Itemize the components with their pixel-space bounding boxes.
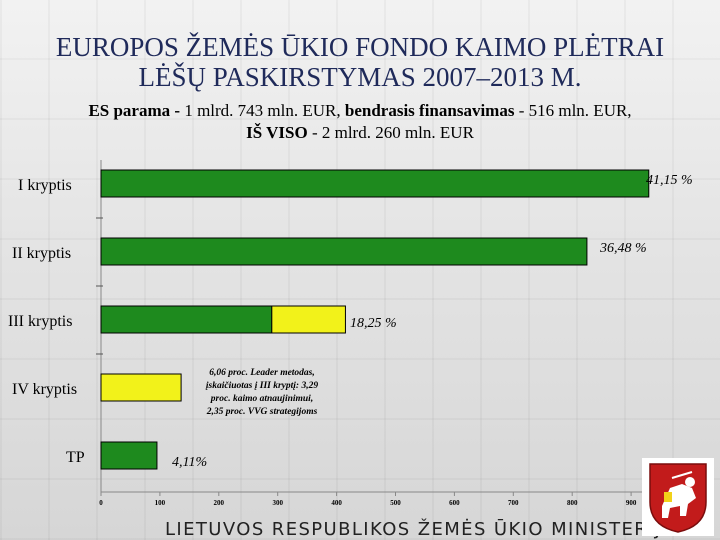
x-tick-label: 500 — [390, 499, 401, 507]
ministry-footer: LIETUVOS RESPUBLIKOS ŽEMĖS ŪKIO MINISTER… — [165, 519, 676, 540]
title-line-2: LĖŠŲ PASKIRSTYMAS 2007–2013 M. — [138, 62, 582, 92]
x-tick-label: 400 — [331, 499, 342, 507]
x-tick-label: 700 — [508, 499, 519, 507]
data-label: 36,48 % — [599, 241, 647, 256]
bar-yellow — [100, 373, 182, 402]
bar-green — [100, 305, 273, 334]
slide-title: EUROPOS ŽEMĖS ŪKIO FONDO KAIMO PLĖTRAI L… — [0, 32, 720, 92]
lithuanian-coat-of-arms-icon — [642, 458, 714, 536]
annotation-line: 6,06 proc. Leader metodas, — [209, 368, 315, 378]
category-label: I kryptis — [18, 177, 72, 194]
category-label: IV kryptis — [12, 381, 77, 398]
x-tick-label: 100 — [155, 499, 166, 507]
category-label: II kryptis — [12, 245, 71, 262]
subtitle-cofinance-amount: - 516 mln. EUR, — [514, 101, 632, 120]
title-line-1: EUROPOS ŽEMĖS ŪKIO FONDO KAIMO PLĖTRAI — [55, 32, 665, 62]
data-label: 18,25 % — [350, 316, 397, 331]
data-label: 41,15 % — [646, 173, 693, 188]
subtitle-total-amount: - 2 mlrd. 260 mln. EUR — [307, 123, 474, 142]
category-label: III kryptis — [8, 313, 72, 330]
category-label: TP — [66, 449, 85, 466]
annotation-line: įskaičiuotas į III kryptį: 3,29 — [205, 381, 318, 391]
subtitle-line-1: ES parama - 1 mlrd. 743 mln. EUR, bendra… — [0, 100, 720, 122]
x-tick-label: 300 — [272, 499, 283, 507]
subtitle-es-label: ES parama - — [88, 101, 181, 120]
slide-subtitle: ES parama - 1 mlrd. 743 mln. EUR, bendra… — [0, 100, 720, 144]
bar-yellow — [271, 305, 346, 334]
annotation-line: proc. kaimo atnaujinimui, — [210, 394, 313, 404]
x-tick-label: 0 — [99, 499, 103, 507]
subtitle-cofinance-label: bendrasis finansavimas — [344, 101, 515, 120]
x-tick-label: 900 — [626, 499, 637, 507]
annotation-line: 2,35 proc. VVG strategijoms — [206, 407, 318, 417]
x-tick-label: 600 — [449, 499, 460, 507]
subtitle-line-2: IŠ VISO - 2 mlrd. 260 mln. EUR — [0, 122, 720, 144]
subtitle-es-amount: 1 mlrd. 743 mln. EUR, — [180, 101, 345, 120]
x-tick-label: 200 — [214, 499, 225, 507]
subtitle-total-label: IŠ VISO — [246, 123, 308, 142]
bar-green — [100, 237, 588, 266]
x-tick-label: 800 — [567, 499, 578, 507]
bar-green — [100, 441, 158, 470]
bar-green — [100, 169, 650, 198]
data-label: 4,11% — [172, 455, 207, 470]
